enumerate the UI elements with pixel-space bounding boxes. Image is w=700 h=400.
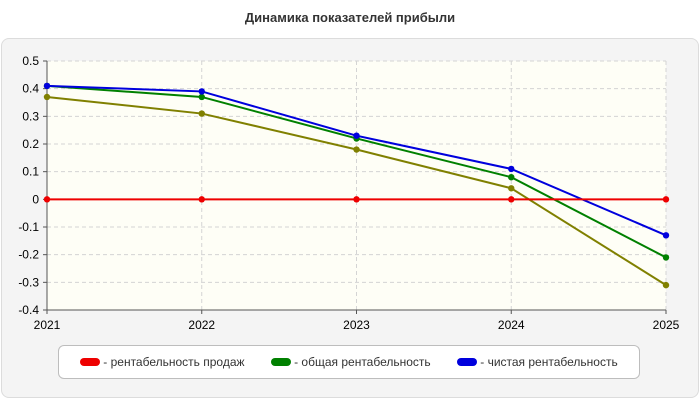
y-tick-label: 0.5 bbox=[22, 54, 39, 68]
y-tick-labels: 0.5 0.4 0.3 0.2 0.1 0 -0.1 -0.2 -0.3 -0.4 bbox=[18, 54, 39, 317]
x-tick-label: 2021 bbox=[34, 318, 61, 332]
data-point-0 bbox=[198, 196, 205, 203]
data-point-0 bbox=[43, 196, 51, 203]
data-point-3 bbox=[662, 281, 670, 289]
y-tick-label: -0.3 bbox=[18, 275, 39, 289]
y-tick-label: -0.1 bbox=[18, 220, 39, 234]
y-tick-label: 0.1 bbox=[22, 165, 39, 179]
data-point-1 bbox=[508, 174, 515, 181]
y-tick-label: 0.2 bbox=[22, 137, 39, 151]
y-tick-label: 0 bbox=[32, 192, 39, 206]
axes bbox=[43, 60, 667, 314]
legend-item-sales[interactable]: - рентабельность продаж bbox=[80, 355, 245, 369]
y-tick-label: -0.2 bbox=[18, 248, 39, 262]
legend-swatch-sales bbox=[80, 358, 101, 366]
x-tick-label: 2022 bbox=[188, 318, 215, 332]
x-tick-label: 2025 bbox=[653, 318, 680, 332]
data-point-2 bbox=[198, 88, 205, 95]
data-point-3 bbox=[508, 185, 515, 192]
data-point-2 bbox=[353, 132, 360, 139]
data-point-2 bbox=[43, 82, 51, 90]
legend-item-general[interactable]: - общая рентабельность bbox=[271, 355, 431, 369]
legend-label-net: - чистая рентабельность bbox=[480, 355, 618, 369]
legend-swatch-net bbox=[457, 358, 478, 366]
x-tick-label: 2023 bbox=[343, 318, 370, 332]
data-point-0 bbox=[508, 196, 515, 203]
series-lines bbox=[43, 82, 670, 289]
data-point-3 bbox=[43, 93, 51, 101]
legend-label-sales: - рентабельность продаж bbox=[103, 355, 245, 369]
data-point-0 bbox=[353, 196, 360, 203]
plot-background bbox=[47, 61, 666, 310]
y-tick-label: -0.4 bbox=[18, 303, 39, 317]
data-point-3 bbox=[353, 146, 360, 153]
data-point-0 bbox=[662, 196, 670, 203]
data-point-2 bbox=[662, 232, 670, 239]
data-point-3 bbox=[198, 110, 205, 117]
data-point-1 bbox=[198, 93, 205, 101]
legend-swatch-general bbox=[271, 358, 292, 366]
legend-label-general: - общая рентабельность bbox=[294, 355, 431, 369]
x-tick-labels: 2021 2022 2023 2024 2025 bbox=[34, 318, 680, 332]
legend-item-net[interactable]: - чистая рентабельность bbox=[457, 355, 618, 369]
data-point-1 bbox=[662, 254, 670, 261]
data-point-2 bbox=[508, 165, 515, 173]
x-tick-label: 2024 bbox=[498, 318, 525, 332]
y-tick-label: 0.4 bbox=[22, 82, 39, 96]
y-tick-label: 0.3 bbox=[22, 109, 39, 123]
chart-title: Динамика показателей прибыли bbox=[244, 10, 456, 25]
legend: - рентабельность продаж - общая рентабел… bbox=[58, 345, 640, 379]
